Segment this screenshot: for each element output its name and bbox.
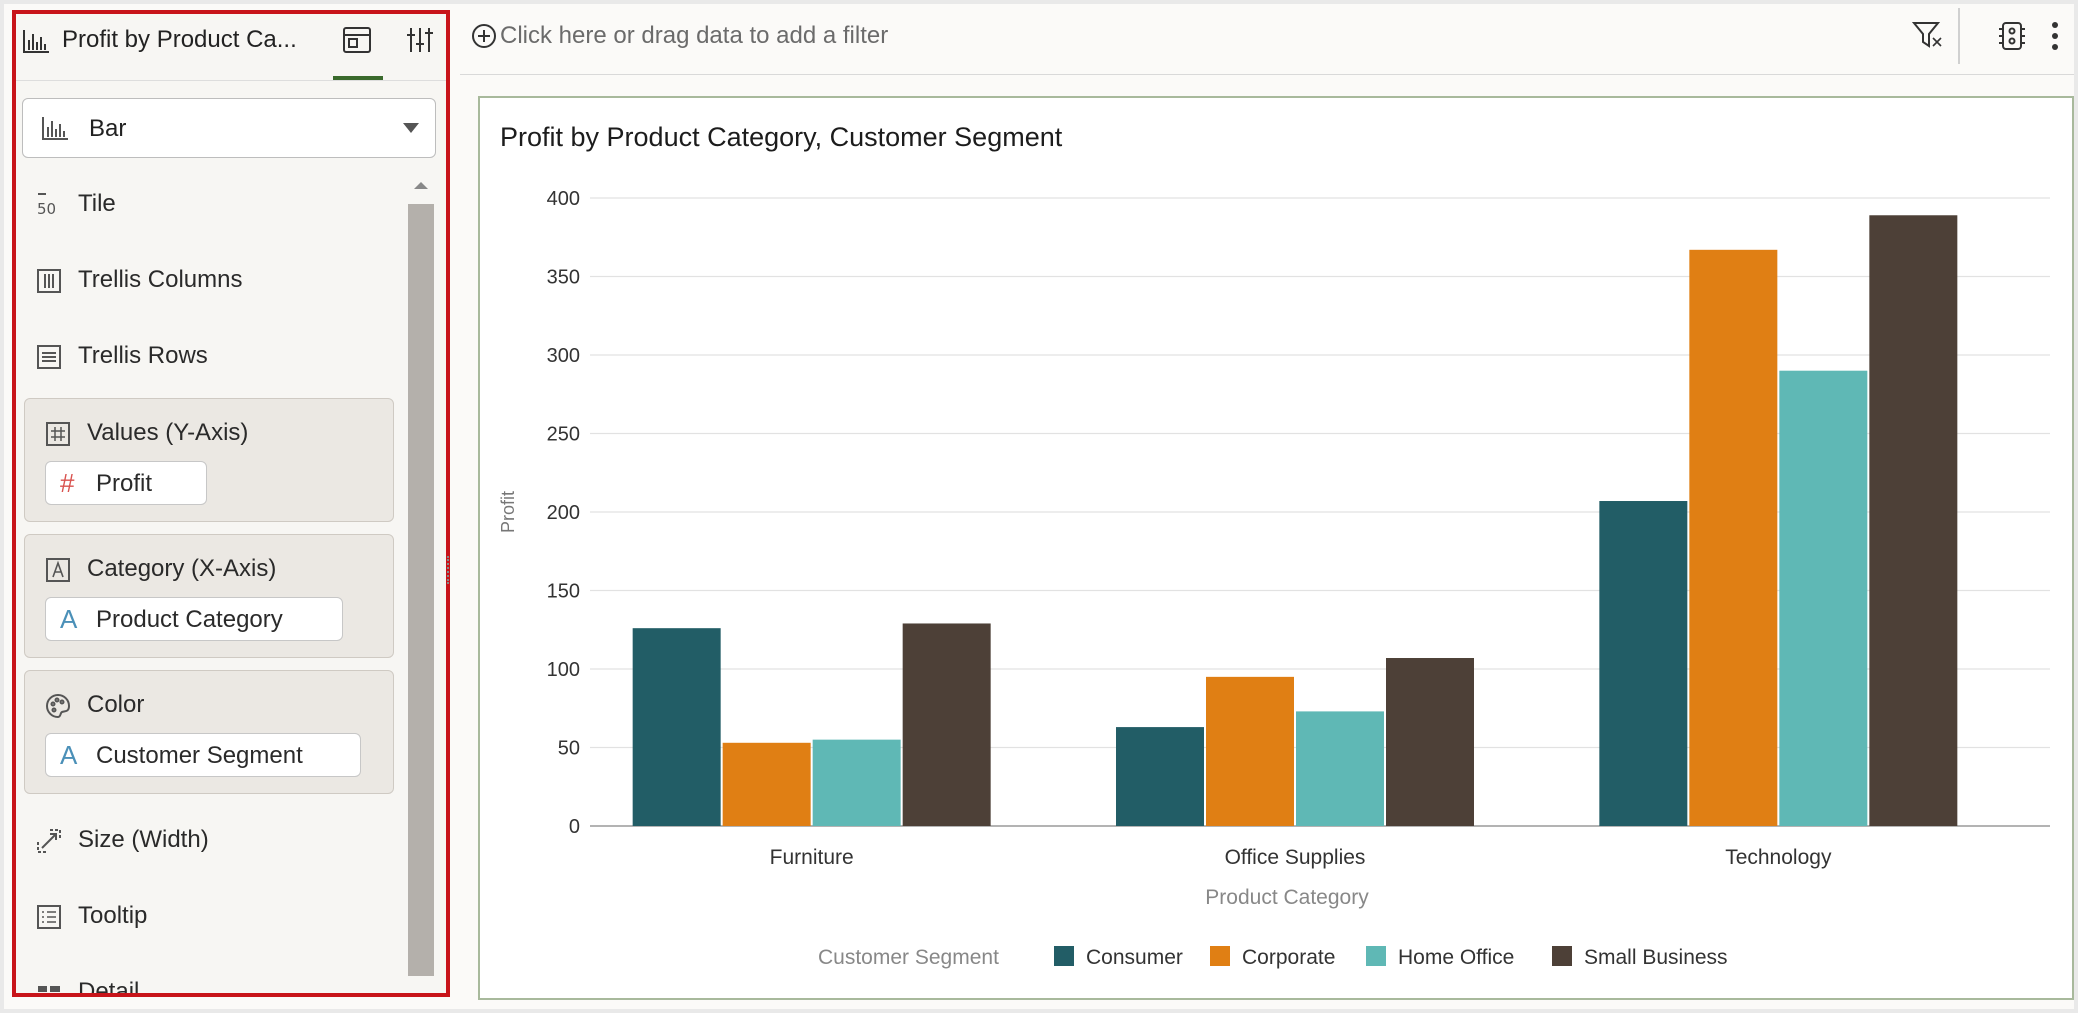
- panel-title: Profit by Product Ca...: [62, 26, 297, 53]
- x-tick-label: Office Supplies: [1225, 846, 1366, 869]
- bar-home-office: [1296, 711, 1384, 826]
- bar-consumer: [632, 628, 721, 826]
- legend-label: Home Office: [1398, 946, 1514, 969]
- grammar-tab-icon[interactable]: [342, 26, 372, 59]
- well-category-label: Category (X-Axis): [87, 555, 277, 582]
- well-values[interactable]: Values (Y-Axis) # Profit: [24, 398, 394, 522]
- well-size-label: Size (Width): [78, 826, 209, 853]
- category-icon: [45, 557, 71, 588]
- tooltip-icon: [36, 904, 62, 935]
- values-icon: [45, 421, 71, 452]
- category-pill-label: Product Category: [96, 606, 283, 633]
- panel-scrollbar[interactable]: [408, 204, 434, 976]
- y-tick-label: 300: [547, 345, 580, 367]
- svg-text:50: 50: [37, 200, 56, 216]
- bar-corporate: [722, 742, 811, 826]
- trellis-rows-icon: [36, 344, 62, 375]
- panel-header: Profit by Product Ca...: [16, 14, 446, 81]
- chart-title: Profit by Product Category, Customer Seg…: [500, 122, 1063, 152]
- detail-icon: [36, 980, 62, 993]
- well-trellis-columns-label: Trellis Columns: [78, 266, 243, 293]
- legend-swatch: [1552, 946, 1572, 966]
- scroll-up-arrow[interactable]: [414, 182, 428, 189]
- bar-corporate: [1206, 676, 1294, 826]
- well-tile-label: Tile: [78, 190, 116, 217]
- y-axis-label: Profit: [498, 491, 518, 533]
- legend-swatch: [1366, 946, 1386, 966]
- filter-bar: Click here or drag data to add a filter: [460, 4, 2074, 75]
- trellis-columns-icon: [36, 268, 62, 299]
- bar-corporate: [1689, 249, 1778, 826]
- legend-title: Customer Segment: [818, 946, 999, 969]
- y-tick-label: 50: [558, 738, 580, 760]
- panel-resize-handle[interactable]: [447, 556, 453, 584]
- legend-label: Small Business: [1584, 946, 1728, 969]
- well-values-label: Values (Y-Axis): [87, 419, 249, 446]
- chevron-down-icon: [403, 123, 419, 133]
- x-tick-label: Furniture: [770, 846, 854, 869]
- y-tick-label: 250: [547, 424, 580, 446]
- visualization-type-select[interactable]: Bar: [22, 98, 436, 158]
- y-tick-label: 0: [569, 816, 580, 838]
- well-color-label: Color: [87, 691, 145, 718]
- measure-hash-icon: #: [60, 468, 75, 498]
- y-tick-label: 350: [547, 267, 580, 289]
- values-pill-label: Profit: [96, 470, 153, 497]
- bar-small-business: [1869, 215, 1958, 826]
- y-tick-label: 100: [547, 659, 580, 681]
- active-tab-indicator: [333, 76, 383, 80]
- bar-chart-icon: [22, 28, 50, 59]
- color-pill-label: Customer Segment: [96, 742, 303, 769]
- category-pill-product-category[interactable]: A Product Category: [45, 597, 343, 641]
- y-tick-label: 150: [547, 581, 580, 603]
- toolbar-divider: [1958, 8, 1960, 64]
- bar-small-business: [902, 623, 991, 826]
- resize-icon: [36, 828, 62, 859]
- attribute-a-icon: A: [60, 740, 78, 770]
- add-filter-input[interactable]: Click here or drag data to add a filter: [500, 22, 889, 49]
- color-pill-customer-segment[interactable]: A Customer Segment: [45, 733, 361, 777]
- y-tick-label: 200: [547, 502, 580, 524]
- filter-funnel-icon[interactable]: [1911, 20, 1944, 55]
- well-category[interactable]: Category (X-Axis) A Product Category: [24, 534, 394, 658]
- grammar-panel: Profit by Product Ca... Bar 50 Tile Trel…: [12, 10, 450, 997]
- bar-chart-icon: [41, 115, 69, 146]
- well-trellis-rows-label: Trellis Rows: [78, 342, 208, 369]
- values-pill-profit[interactable]: # Profit: [45, 461, 207, 505]
- tile-icon: 50: [36, 192, 62, 221]
- bar-consumer: [1116, 727, 1204, 826]
- palette-icon: [45, 693, 71, 724]
- grammar-settings-icon[interactable]: [1996, 20, 2028, 57]
- legend-label: Corporate: [1242, 946, 1335, 969]
- x-axis-label: Product Category: [1205, 886, 1369, 909]
- properties-tab-icon[interactable]: [406, 26, 434, 59]
- well-detail-label: Detail: [78, 978, 140, 997]
- bar-home-office: [812, 739, 901, 826]
- y-tick-label: 400: [547, 188, 580, 210]
- bar-home-office: [1779, 370, 1868, 826]
- bar-consumer: [1599, 501, 1688, 826]
- legend-swatch: [1210, 946, 1230, 966]
- legend-swatch: [1054, 946, 1074, 966]
- attribute-a-icon: A: [60, 604, 78, 634]
- x-tick-label: Technology: [1725, 846, 1832, 869]
- more-vertical-icon[interactable]: [2050, 20, 2060, 57]
- add-circle-icon[interactable]: [470, 22, 498, 55]
- bar-chart[interactable]: 0 50 100 150 200 250 300 350 400 Profit Furniture O…: [480, 98, 2072, 998]
- well-color[interactable]: Color A Customer Segment: [24, 670, 394, 794]
- legend-label: Consumer: [1086, 946, 1183, 969]
- visualization-type-label: Bar: [89, 115, 127, 142]
- bar-small-business: [1386, 658, 1474, 826]
- well-tooltip-label: Tooltip: [78, 902, 148, 929]
- chart-card[interactable]: Profit by Product Category, Customer Seg…: [478, 96, 2074, 1000]
